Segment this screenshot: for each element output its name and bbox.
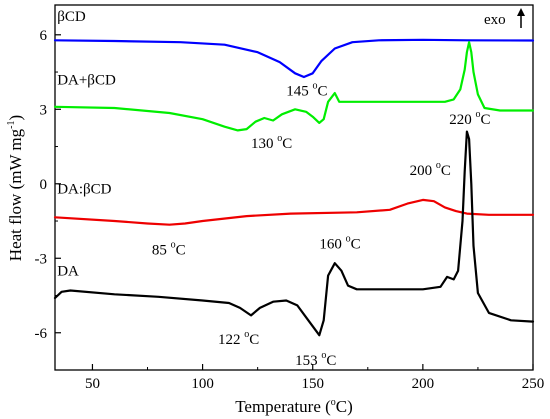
series-lines	[53, 38, 535, 337]
peak-label-unit-1: C	[282, 136, 292, 152]
series-line-2	[53, 198, 535, 226]
peak-label-value-0: 145	[286, 84, 312, 100]
axis-ticks: 50 100 150 200 250 6 3 0 -3 -6	[35, 28, 545, 392]
peak-label-value-4: 85	[152, 243, 171, 259]
y-tick-label-2: 0	[40, 177, 48, 193]
series-line-1	[53, 41, 535, 132]
peak-label-sup-7: o	[321, 350, 326, 361]
series-label-0: βCD	[57, 9, 86, 25]
peak-label-4: 85 oC	[152, 240, 186, 259]
peak-label-value-7: 153	[295, 353, 321, 369]
peak-label-sup-4: o	[171, 240, 176, 251]
peak-label-value-6: 122	[218, 332, 244, 348]
series-line-0	[53, 38, 535, 79]
peak-label-unit-3: C	[441, 163, 451, 179]
y-tick-label-4: -6	[35, 326, 48, 342]
peak-label-unit-7: C	[326, 353, 336, 369]
peak-label-2: 220 oC	[449, 109, 490, 128]
series-labels: βCD DA+βCD DA:βCD DA	[57, 9, 116, 280]
peak-label-1: 130 oC	[251, 133, 292, 152]
peak-label-unit-5: C	[351, 236, 361, 252]
peak-label-6: 122 oC	[218, 329, 259, 348]
peak-label-unit-0: C	[318, 84, 328, 100]
x-tick-label-2: 150	[301, 376, 324, 392]
peak-label-sup-6: o	[244, 329, 249, 340]
exo-arrow-head	[517, 8, 525, 16]
peak-label-sup-3: o	[436, 160, 441, 171]
x-axis-title: Temperature (oC)	[235, 397, 353, 416]
peak-label-sup-1: o	[277, 133, 282, 144]
y-axis-title: Heat flow (mW mg-1)	[6, 115, 25, 261]
peak-label-7: 153 oC	[295, 350, 336, 369]
peak-label-5: 160 oC	[319, 233, 360, 252]
series-line-3	[53, 130, 535, 337]
y-tick-label-0: 6	[40, 28, 48, 44]
peak-label-unit-2: C	[481, 112, 491, 128]
y-tick-label-3: -3	[35, 251, 48, 267]
peak-label-0: 145 oC	[286, 81, 327, 100]
plot-frame	[54, 4, 534, 371]
peak-label-sup-2: o	[476, 109, 481, 120]
exo-indicator: exo	[484, 8, 525, 28]
y-tick-label-1: 3	[40, 102, 48, 118]
series-label-3: DA	[57, 264, 79, 280]
series-label-1: DA+βCD	[57, 72, 116, 88]
peak-label-value-3: 200	[410, 163, 436, 179]
series-label-2: DA:βCD	[57, 182, 111, 198]
x-tick-label-1: 100	[191, 376, 214, 392]
peak-label-value-5: 160	[319, 236, 345, 252]
peak-label-sup-0: o	[313, 81, 318, 92]
peak-label-value-2: 220	[449, 112, 475, 128]
x-tick-label-0: 50	[85, 376, 100, 392]
x-tick-label-4: 250	[522, 376, 545, 392]
x-tick-label-3: 200	[412, 376, 435, 392]
exo-label: exo	[484, 12, 506, 28]
peak-label-unit-6: C	[249, 332, 259, 348]
peak-label-3: 200 oC	[410, 160, 451, 179]
peak-label-sup-5: o	[346, 233, 351, 244]
peak-label-unit-4: C	[176, 243, 186, 259]
peak-label-value-1: 130	[251, 136, 277, 152]
